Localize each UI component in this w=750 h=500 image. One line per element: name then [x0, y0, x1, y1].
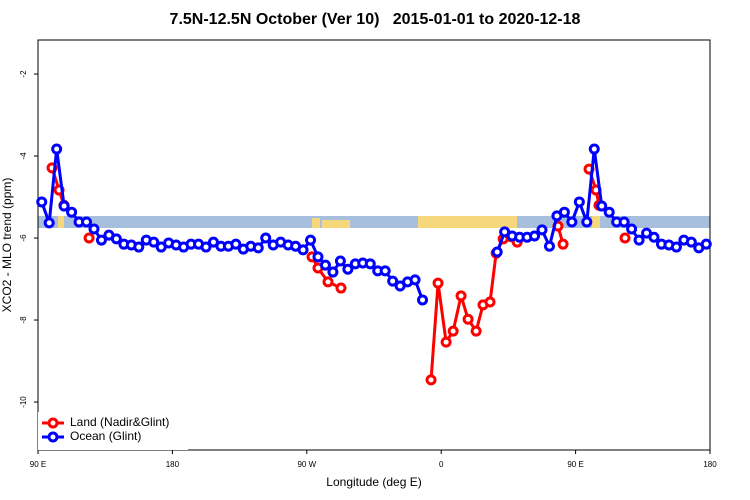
- data-point: [379, 265, 391, 277]
- data-point: [327, 266, 339, 278]
- data-point: [425, 374, 437, 386]
- land-strip: [312, 218, 320, 228]
- data-point: [596, 200, 608, 212]
- data-point: [588, 143, 600, 155]
- data-point: [566, 216, 578, 228]
- y-tick-label: -10: [19, 396, 28, 408]
- x-tick-label: 180: [703, 460, 717, 469]
- data-point: [470, 325, 482, 337]
- x-tick-label: 90 E: [30, 460, 46, 469]
- map-strip: [38, 216, 710, 228]
- data-point: [670, 241, 682, 253]
- data-point: [484, 296, 496, 308]
- data-point: [648, 231, 660, 243]
- data-point: [83, 232, 95, 244]
- y-tick-label: -2: [19, 70, 28, 78]
- data-point: [66, 206, 78, 218]
- data-point: [536, 224, 548, 236]
- data-point: [700, 238, 712, 250]
- data-point: [491, 246, 503, 258]
- data-point: [364, 258, 376, 270]
- y-tick-label: -4: [19, 152, 28, 160]
- x-tick-label: 90 E: [567, 460, 583, 469]
- data-point: [685, 236, 697, 248]
- legend-box: [38, 412, 188, 450]
- y-axis-label: XCO2 - MLO trend (ppm): [0, 178, 14, 313]
- data-point: [230, 238, 242, 250]
- data-point: [581, 216, 593, 228]
- data-point: [342, 263, 354, 275]
- data-point: [558, 206, 570, 218]
- data-point: [462, 313, 474, 325]
- x-tick-label: 180: [166, 460, 180, 469]
- data-point: [51, 143, 63, 155]
- data-point: [252, 242, 264, 254]
- data-point: [633, 234, 645, 246]
- data-point: [334, 255, 346, 267]
- data-point: [432, 277, 444, 289]
- legend-marker: [47, 431, 59, 443]
- data-point: [95, 234, 107, 246]
- data-point: [312, 251, 324, 263]
- data-point: [573, 196, 585, 208]
- chart-title: 7.5N-12.5N October (Ver 10) 2015-01-01 t…: [170, 11, 581, 28]
- land-strip: [592, 216, 600, 228]
- data-point: [297, 244, 309, 256]
- legend-label: Ocean (Glint): [70, 429, 141, 443]
- data-point: [148, 236, 160, 248]
- legend-label: Land (Nadir&Glint): [70, 415, 169, 429]
- data-point: [110, 233, 122, 245]
- x-tick-label: 0: [439, 460, 444, 469]
- data-point: [335, 282, 347, 294]
- data-point: [305, 234, 317, 246]
- y-tick-label: -8: [19, 316, 28, 324]
- data-point: [417, 294, 429, 306]
- data-point: [618, 216, 630, 228]
- data-point: [440, 336, 452, 348]
- data-point: [81, 216, 93, 228]
- data-point: [455, 290, 467, 302]
- land-strip: [58, 216, 64, 228]
- land-strip: [418, 216, 517, 228]
- data-point: [36, 196, 48, 208]
- data-point: [529, 230, 541, 242]
- data-point: [319, 259, 331, 271]
- data-point: [543, 240, 555, 252]
- data-point: [260, 232, 272, 244]
- data-point: [88, 223, 100, 235]
- data-point: [322, 276, 334, 288]
- data-point: [409, 274, 421, 286]
- x-axis-label: Longitude (deg E): [326, 475, 421, 489]
- data-point: [200, 241, 212, 253]
- data-point: [58, 200, 70, 212]
- data-point: [619, 232, 631, 244]
- legend-marker: [47, 417, 59, 429]
- data-point: [43, 217, 55, 229]
- data-point: [603, 206, 615, 218]
- x-tick-label: 90 W: [297, 460, 316, 469]
- data-point: [626, 223, 638, 235]
- data-point: [557, 238, 569, 250]
- legend: Land (Nadir&Glint)Ocean (Glint): [38, 412, 188, 450]
- land-strip: [322, 220, 350, 228]
- y-tick-label: -6: [19, 234, 28, 242]
- data-point: [447, 325, 459, 337]
- data-point: [387, 275, 399, 287]
- data-point: [133, 241, 145, 253]
- ocean-strip: [38, 216, 710, 228]
